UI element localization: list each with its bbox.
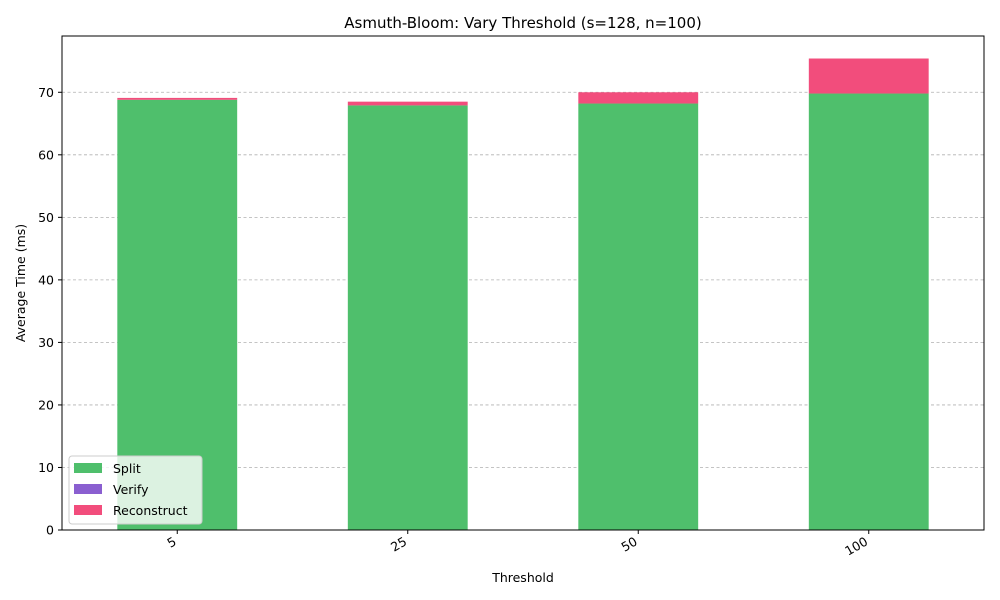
x-axis: 5 25 50 100 bbox=[164, 530, 870, 559]
y-axis: 0 10 20 30 40 50 60 70 bbox=[38, 85, 62, 538]
legend-label-verify: Verify bbox=[113, 482, 149, 497]
bar-split-100 bbox=[808, 93, 929, 530]
y-tick-label: 70 bbox=[38, 85, 54, 100]
y-tick-label: 0 bbox=[46, 523, 54, 538]
bar-reconstruct-5 bbox=[117, 97, 238, 100]
legend-swatch-split bbox=[74, 463, 102, 473]
y-tick-label: 40 bbox=[38, 272, 54, 287]
legend-label-split: Split bbox=[113, 461, 141, 476]
bar-reconstruct-50 bbox=[578, 92, 699, 104]
x-axis-label: Threshold bbox=[491, 570, 554, 585]
plot-frame bbox=[61, 35, 985, 531]
x-tick-label: 25 bbox=[388, 534, 409, 555]
y-tick-label: 10 bbox=[38, 460, 54, 475]
bar-split-50 bbox=[578, 103, 699, 530]
x-tick-label: 100 bbox=[842, 534, 870, 559]
y-tick-label: 30 bbox=[38, 335, 54, 350]
y-tick-label: 50 bbox=[38, 210, 54, 225]
legend: Split Verify Reconstruct bbox=[68, 455, 203, 525]
legend-label-reconstruct: Reconstruct bbox=[113, 503, 188, 518]
bars bbox=[117, 58, 929, 530]
bar-split-25 bbox=[347, 105, 468, 530]
y-axis-label: Average Time (ms) bbox=[13, 224, 28, 342]
legend-box bbox=[68, 455, 203, 525]
x-tick-label: 5 bbox=[164, 534, 178, 551]
x-tick-label: 50 bbox=[618, 534, 639, 555]
bar-reconstruct-25 bbox=[347, 101, 468, 106]
y-tick-label: 20 bbox=[38, 397, 54, 412]
legend-swatch-verify bbox=[74, 484, 102, 494]
legend-swatch-reconstruct bbox=[74, 505, 102, 515]
y-tick-label: 60 bbox=[38, 147, 54, 162]
chart-title: Asmuth-Bloom: Vary Threshold (s=128, n=1… bbox=[344, 14, 701, 32]
bar-reconstruct-100 bbox=[808, 58, 929, 94]
